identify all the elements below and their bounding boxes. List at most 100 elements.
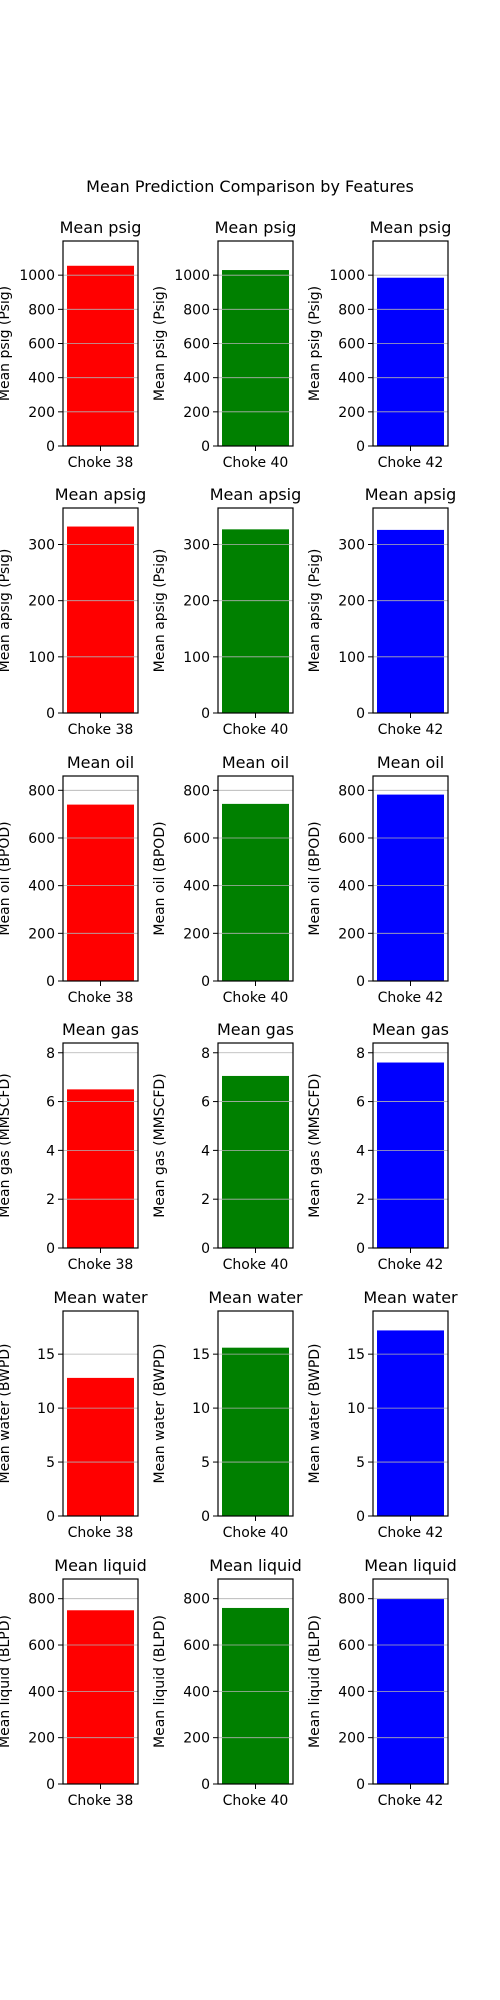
- bar: [222, 803, 289, 981]
- y-tick-label: 300: [28, 538, 55, 554]
- subplot-2: Mean psig 0 200 400 600 800 1000 Choke 40 Mean p…: [152, 218, 296, 471]
- y-tick-label: 5: [356, 1455, 365, 1471]
- y-tick-label: 600: [28, 831, 55, 847]
- subplot-13: Mean water 0 5 10 15 Choke 38 Mean water (BWPD…: [0, 1288, 148, 1541]
- bar: [377, 1330, 444, 1516]
- x-tick-label: Choke 42: [378, 990, 444, 1006]
- y-tick-label: 600: [28, 1638, 55, 1654]
- y-tick-label: 0: [46, 974, 55, 990]
- subplot-title: Mean water: [363, 1288, 458, 1307]
- subplot-title: Mean gas: [217, 1020, 294, 1039]
- y-tick-label: 0: [201, 439, 210, 455]
- y-tick-label: 300: [183, 538, 210, 554]
- y-tick-label: 6: [356, 1095, 365, 1111]
- y-tick-label: 0: [356, 1241, 365, 1257]
- y-tick-label: 5: [46, 1455, 55, 1471]
- y-tick-label: 800: [28, 302, 55, 318]
- y-tick-label: 0: [46, 439, 55, 455]
- y-tick-label: 4: [356, 1143, 365, 1159]
- y-tick-label: 6: [46, 1095, 55, 1111]
- subplot-7: Mean oil 0 200 400 600 800 Choke 38 Mean oil (B…: [0, 753, 139, 1006]
- subplot-title: Mean liquid: [364, 1556, 456, 1575]
- subplot-title: Mean apsig: [365, 485, 457, 504]
- y-tick-label: 400: [338, 371, 365, 387]
- y-axis-label: Mean gas (MMSCFD): [307, 1073, 323, 1217]
- y-tick-label: 0: [201, 974, 210, 990]
- y-tick-label: 8: [46, 1046, 55, 1062]
- y-tick-label: 800: [183, 1592, 210, 1608]
- y-tick-label: 1000: [19, 268, 55, 284]
- y-tick-label: 800: [28, 783, 55, 799]
- x-tick-label: Choke 42: [378, 455, 444, 471]
- y-axis-label: Mean water (BWPD): [152, 1343, 168, 1483]
- y-tick-label: 200: [183, 594, 210, 610]
- y-tick-label: 0: [46, 706, 55, 722]
- x-tick-label: Choke 42: [378, 1793, 444, 1809]
- y-tick-label: 15: [37, 1347, 55, 1363]
- y-tick-label: 200: [338, 1731, 365, 1747]
- y-tick-label: 10: [192, 1401, 210, 1417]
- y-tick-label: 400: [28, 879, 55, 895]
- y-tick-label: 400: [28, 1684, 55, 1700]
- x-tick-label: Choke 38: [68, 1257, 134, 1273]
- y-axis-label: Mean psig (Psig): [152, 286, 168, 401]
- y-tick-label: 400: [183, 879, 210, 895]
- y-tick-label: 6: [201, 1095, 210, 1111]
- x-tick-label: Choke 42: [378, 722, 444, 738]
- y-axis-label: Mean psig (Psig): [0, 286, 13, 401]
- y-tick-label: 400: [338, 1684, 365, 1700]
- subplot-10: Mean gas 0 2 4 6 8 Choke 38 Mean gas (MMSCFD): [0, 1020, 139, 1273]
- y-tick-label: 400: [183, 371, 210, 387]
- y-tick-label: 2: [201, 1192, 210, 1208]
- y-tick-label: 0: [46, 1777, 55, 1793]
- y-tick-label: 0: [356, 1777, 365, 1793]
- y-tick-label: 0: [201, 706, 210, 722]
- y-tick-label: 200: [338, 926, 365, 942]
- y-axis-label: Mean gas (MMSCFD): [152, 1073, 168, 1217]
- y-tick-label: 200: [183, 926, 210, 942]
- y-tick-label: 1000: [174, 268, 210, 284]
- subplot-8: Mean oil 0 200 400 600 800 Choke 40 Mean oil (B…: [152, 753, 294, 1006]
- bar: [222, 1607, 289, 1784]
- x-tick-label: Choke 40: [223, 1257, 289, 1273]
- bar: [377, 277, 444, 446]
- bar: [67, 265, 134, 446]
- figure-suptitle: Mean Prediction Comparison by Features: [86, 177, 414, 196]
- y-tick-label: 0: [46, 1509, 55, 1525]
- y-tick-label: 800: [338, 1592, 365, 1608]
- y-tick-label: 400: [28, 371, 55, 387]
- subplot-1: Mean psig 0 200 400 600 800 1000 Choke 38 Mean p…: [0, 218, 141, 471]
- y-tick-label: 200: [183, 405, 210, 421]
- bar: [67, 526, 134, 713]
- y-tick-label: 0: [46, 1241, 55, 1257]
- y-axis-label: Mean psig (Psig): [307, 286, 323, 401]
- subplot-title: Mean psig: [370, 218, 452, 237]
- y-tick-label: 1000: [329, 268, 365, 284]
- subplot-title: Mean oil: [67, 753, 134, 772]
- y-tick-label: 8: [356, 1046, 365, 1062]
- y-tick-label: 300: [338, 538, 365, 554]
- y-tick-label: 100: [338, 650, 365, 666]
- subplot-title: Mean liquid: [54, 1556, 146, 1575]
- subplot-11: Mean gas 0 2 4 6 8 Choke 40 Mean gas (MMSCFD): [152, 1020, 294, 1273]
- y-tick-label: 0: [201, 1509, 210, 1525]
- y-tick-label: 600: [183, 831, 210, 847]
- y-tick-label: 5: [201, 1455, 210, 1471]
- y-tick-label: 600: [183, 1638, 210, 1654]
- subplot-title: Mean water: [53, 1288, 148, 1307]
- x-tick-label: Choke 40: [223, 990, 289, 1006]
- y-tick-label: 0: [356, 706, 365, 722]
- y-tick-label: 800: [28, 1592, 55, 1608]
- x-tick-label: Choke 38: [68, 455, 134, 471]
- y-axis-label: Mean liquid (BLPD): [152, 1615, 168, 1748]
- y-tick-label: 600: [338, 337, 365, 353]
- y-tick-label: 800: [183, 783, 210, 799]
- x-tick-label: Choke 42: [378, 1525, 444, 1541]
- subplot-title: Mean liquid: [209, 1556, 301, 1575]
- y-tick-label: 8: [201, 1046, 210, 1062]
- y-tick-label: 200: [338, 405, 365, 421]
- y-axis-label: Mean oil (BPOD): [307, 821, 323, 935]
- x-tick-label: Choke 40: [223, 1793, 289, 1809]
- y-tick-label: 200: [28, 926, 55, 942]
